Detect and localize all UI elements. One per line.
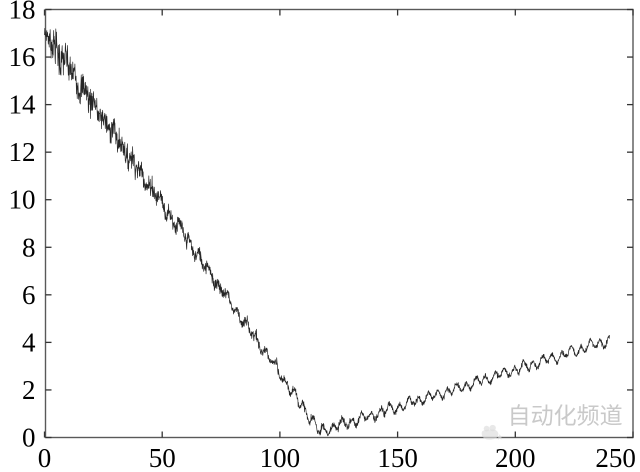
svg-text:150: 150 <box>377 443 418 472</box>
svg-text:200: 200 <box>495 443 536 472</box>
svg-text:10: 10 <box>9 185 36 215</box>
svg-text:4: 4 <box>22 327 36 357</box>
svg-text:100: 100 <box>260 443 301 472</box>
svg-text:2: 2 <box>22 375 36 405</box>
svg-text:自动化频道: 自动化频道 <box>508 404 623 429</box>
svg-text:0: 0 <box>38 443 52 472</box>
svg-text:50: 50 <box>149 443 176 472</box>
svg-text:16: 16 <box>9 42 36 72</box>
svg-text:6: 6 <box>22 280 36 310</box>
svg-text:0: 0 <box>22 423 36 453</box>
svg-text:12: 12 <box>9 137 36 167</box>
svg-text:250: 250 <box>595 443 636 472</box>
svg-text:14: 14 <box>9 90 37 120</box>
svg-text:18: 18 <box>9 0 36 25</box>
svg-text:8: 8 <box>22 232 36 262</box>
